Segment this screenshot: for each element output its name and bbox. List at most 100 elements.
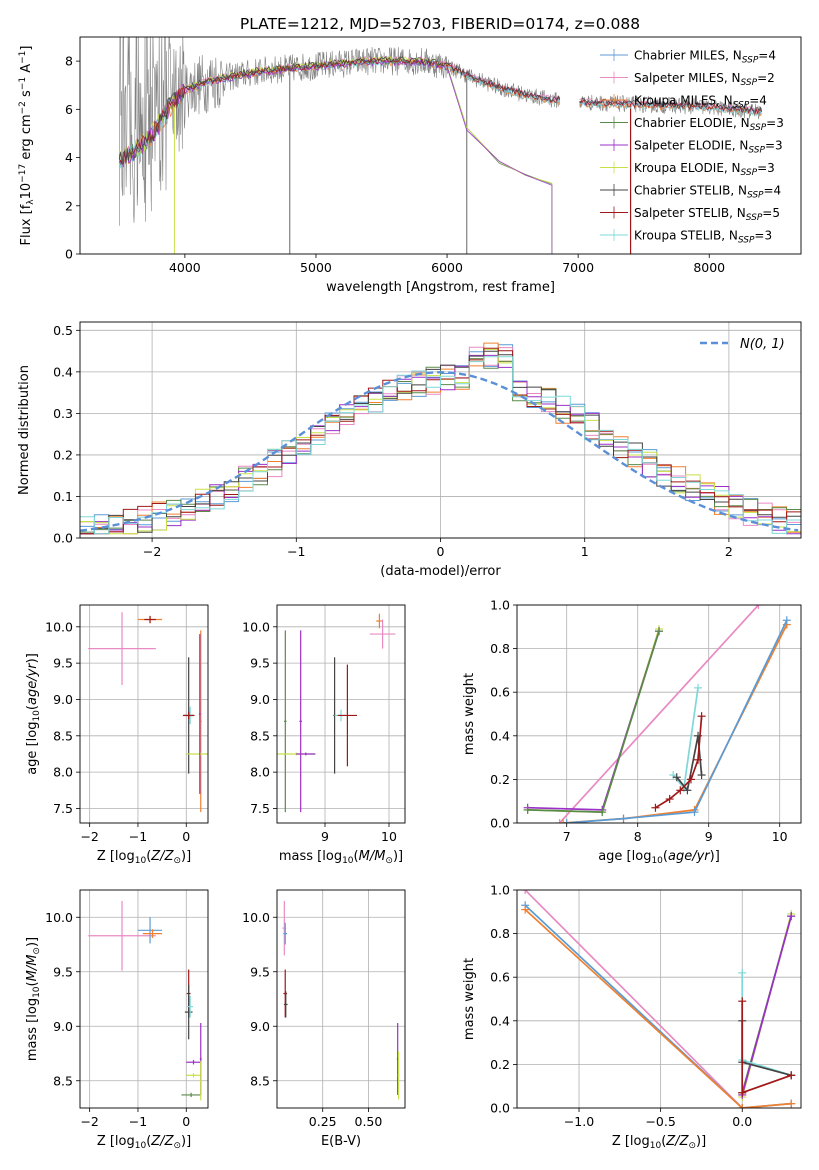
mass-weight-marker [694, 683, 703, 692]
plot-area [88, 900, 202, 1101]
data-point [397, 1051, 400, 1100]
panel-mass-vs-ebv: 0.25 0.50 8.5 9.0 9.5 10.0 E(B-V) [242, 889, 406, 1149]
x-tick-label: 6000 [431, 260, 463, 275]
y-tick-label: 9.0 [250, 1019, 270, 1034]
mass-weight-marker [697, 771, 706, 780]
legend-entry: Chabrier ELODIE, NSSP=3 [634, 116, 784, 133]
data-point [337, 664, 357, 767]
axes-frame [276, 889, 406, 1109]
data-point [88, 900, 156, 971]
x-tick-label: 0 [437, 544, 445, 559]
data-point [186, 1060, 201, 1065]
model-spectrum-chabrier-stelib [118, 55, 763, 165]
data-point [184, 984, 193, 1040]
y-tick-label: 0.2 [53, 447, 73, 462]
data-point [182, 711, 195, 720]
x-axis-label: Z [log10(Z/Z⊙)] [97, 849, 191, 866]
x-axis-label: E(B-V) [321, 1134, 361, 1149]
data-point [186, 1073, 201, 1078]
plot-area [277, 613, 396, 813]
mass-weight-line-kroupa-stelib [672, 687, 699, 791]
y-tick-label: 8.5 [53, 1073, 73, 1088]
y-tick-label: 0.0 [53, 531, 73, 546]
y-tick-label: 0.0 [490, 816, 510, 831]
data-point [296, 752, 316, 756]
y-tick-label: 2 [65, 198, 73, 213]
y-tick-label: 9.5 [53, 656, 73, 671]
residual-histogram-kroupa-stelib [80, 356, 801, 535]
mass-weight-marker [694, 755, 703, 764]
mass-weight-line-kroupa-miles [563, 624, 788, 823]
y-axis-label: mass weight [462, 673, 477, 755]
residual-histogram-chabrier-stelib [80, 350, 801, 535]
y-tick-label: 1.0 [490, 598, 510, 613]
mass-weight-marker [782, 616, 791, 625]
y-tick-label: 0.4 [490, 1013, 510, 1028]
mass-weight-marker [559, 819, 568, 823]
y-tick-label: 8.5 [250, 728, 270, 743]
legend-entry: Kroupa ELODIE, NSSP=3 [634, 161, 775, 178]
x-tick-label: 9 [705, 829, 713, 844]
y-tick-label: 0.4 [53, 364, 73, 379]
y-tick-label: 10.0 [242, 619, 270, 634]
y-tick-label: 0.6 [490, 970, 510, 985]
data-point [284, 630, 287, 813]
panel-age-vs-mass: 9 10 7.5 8.0 8.5 9.0 9.5 10.0 mass [log10(M/M⊙)] [242, 604, 406, 866]
y-tick-label: 10.0 [242, 910, 270, 925]
x-tick-label: 0 [182, 1114, 190, 1129]
mass-weight-marker [754, 605, 763, 609]
data-point [369, 619, 396, 649]
x-tick-label: 0.0 [732, 1114, 752, 1129]
mass-weight-marker [738, 1104, 747, 1108]
y-tick-label: 0.8 [490, 926, 510, 941]
y-tick-label: 0.6 [490, 685, 510, 700]
y-tick-label: 9.0 [250, 692, 270, 707]
mass-weight-marker [686, 775, 695, 784]
panel-residuals: −2 −1 0 1 2 0.0 0.1 0.2 0.3 0.4 0.5 (data-model)/er… [17, 321, 802, 579]
y-tick-label: 8 [65, 54, 73, 69]
x-tick-label: 7 [563, 829, 571, 844]
y-tick-label: 9.5 [250, 656, 270, 671]
panel-age-vs-Z: −2 −1 0 7.5 8.0 8.5 9.0 9.5 10.0 Z [log10(Z/Z⊙)] a… [25, 604, 209, 866]
x-axis-label: wavelength [Angstrom, rest frame] [326, 280, 555, 295]
mass-weight-marker [521, 905, 530, 914]
y-tick-label: 10.0 [45, 910, 73, 925]
data-point [144, 615, 156, 624]
x-tick-label: 10 [772, 829, 788, 844]
y-tick-label: 0.5 [53, 323, 73, 338]
legend-entry: N(0, 1) [740, 337, 785, 352]
mass-weight-marker [683, 786, 692, 795]
mass-weight-marker [521, 890, 530, 894]
legend-entry: Kroupa MILES, NSSP=4 [634, 94, 767, 111]
data-point [283, 991, 288, 1018]
mass-weight-marker [738, 1088, 747, 1097]
legend-entry: Chabrier STELIB, NSSP=4 [634, 184, 781, 201]
data-point [376, 613, 383, 629]
legend-entry: Chabrier MILES, NSSP=4 [634, 49, 776, 66]
data-point [142, 929, 163, 938]
x-tick-label: 4000 [169, 260, 201, 275]
data-point [137, 917, 163, 944]
x-tick-label: −2 [143, 544, 161, 559]
y-tick-label: 0.2 [490, 772, 510, 787]
y-tick-label: 7.5 [53, 801, 73, 816]
x-axis-label: age [log10(age/yr)] [598, 849, 720, 866]
plot-area [88, 612, 208, 813]
model-spectrum-salpeter-elodie [118, 58, 553, 254]
figure-title: PLATE=1212, MJD=52703, FIBERID=0174, z=0… [240, 15, 640, 33]
x-tick-label: 0.50 [355, 1114, 383, 1129]
data-point [88, 612, 156, 685]
x-tick-label: 7000 [562, 260, 594, 275]
legend-entry: Salpeter STELIB, NSSP=5 [634, 206, 780, 223]
y-tick-label: 9.0 [53, 692, 73, 707]
y-tick-label: 4 [65, 150, 73, 165]
mass-weight-marker [562, 819, 571, 823]
y-axis-label: mass weight [462, 958, 477, 1040]
x-tick-label: −2 [80, 1114, 98, 1129]
axes-frame [79, 36, 802, 255]
panel-mw-vs-age: 7 8 9 10 0.0 0.2 0.4 0.6 0.8 1.0 age [log10(age/yr… [462, 598, 802, 866]
panel-mass-vs-Z: −2 −1 0 8.5 9.0 9.5 10.0 Z [log10(Z/Z⊙)] mass [l… [25, 889, 209, 1151]
mass-weight-line-salpeter-elodie [527, 630, 660, 811]
y-tick-label: 1.0 [490, 883, 510, 898]
